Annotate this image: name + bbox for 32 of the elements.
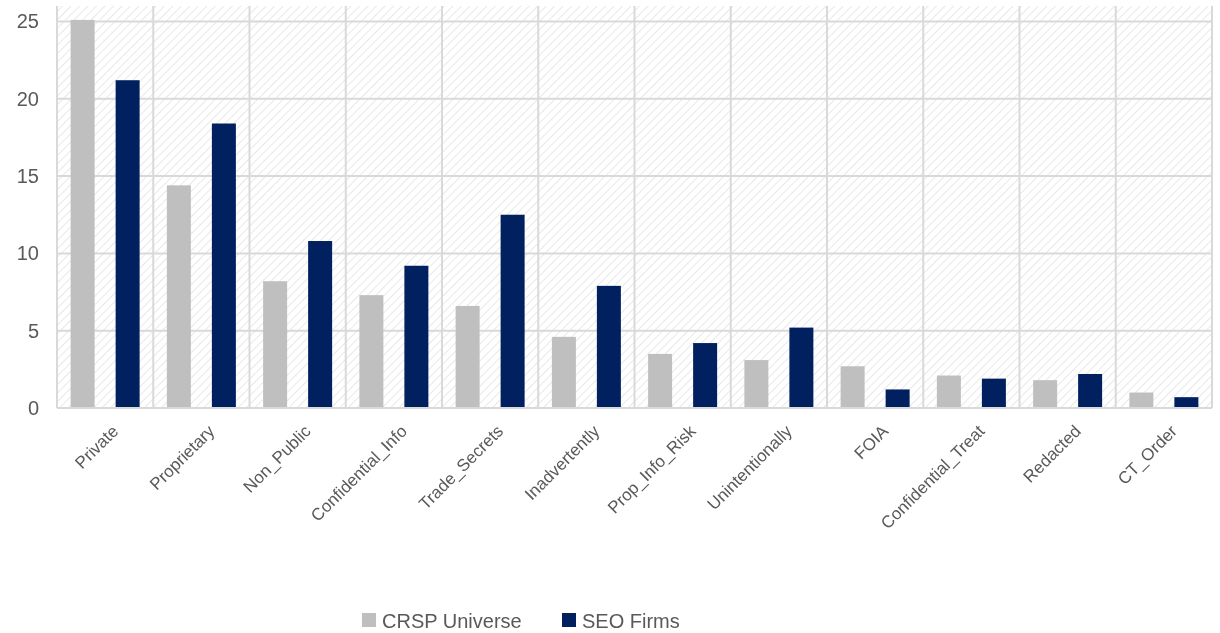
- bar: [885, 389, 910, 408]
- bar: [596, 285, 621, 408]
- bar: [1033, 380, 1058, 408]
- bar: [1174, 397, 1199, 408]
- bar: [936, 375, 961, 408]
- y-tick-label: 5: [27, 319, 39, 342]
- y-tick-label: 10: [16, 242, 39, 265]
- bar: [500, 214, 525, 408]
- bar: [1078, 373, 1103, 408]
- y-tick-label: 15: [16, 165, 39, 188]
- bar: [211, 123, 236, 408]
- bar: [166, 185, 191, 408]
- bar: [308, 241, 333, 408]
- bar: [70, 19, 95, 408]
- bar: [359, 295, 384, 408]
- bar: [648, 353, 673, 408]
- bar: [263, 281, 288, 408]
- bar: [981, 378, 1006, 408]
- bar: [551, 336, 576, 408]
- bar: [744, 360, 769, 408]
- y-tick-label: 0: [27, 397, 39, 419]
- bar: [840, 366, 865, 408]
- bar: [455, 305, 480, 408]
- bar: [115, 80, 140, 408]
- legend-label: SEO Firms: [582, 610, 680, 632]
- legend-label: CRSP Universe: [382, 610, 522, 632]
- bar: [1129, 392, 1154, 408]
- y-tick-label: 25: [16, 10, 39, 33]
- bar: [404, 265, 429, 408]
- bar: [693, 343, 718, 408]
- y-tick-label: 20: [16, 87, 39, 110]
- bar: [789, 327, 814, 408]
